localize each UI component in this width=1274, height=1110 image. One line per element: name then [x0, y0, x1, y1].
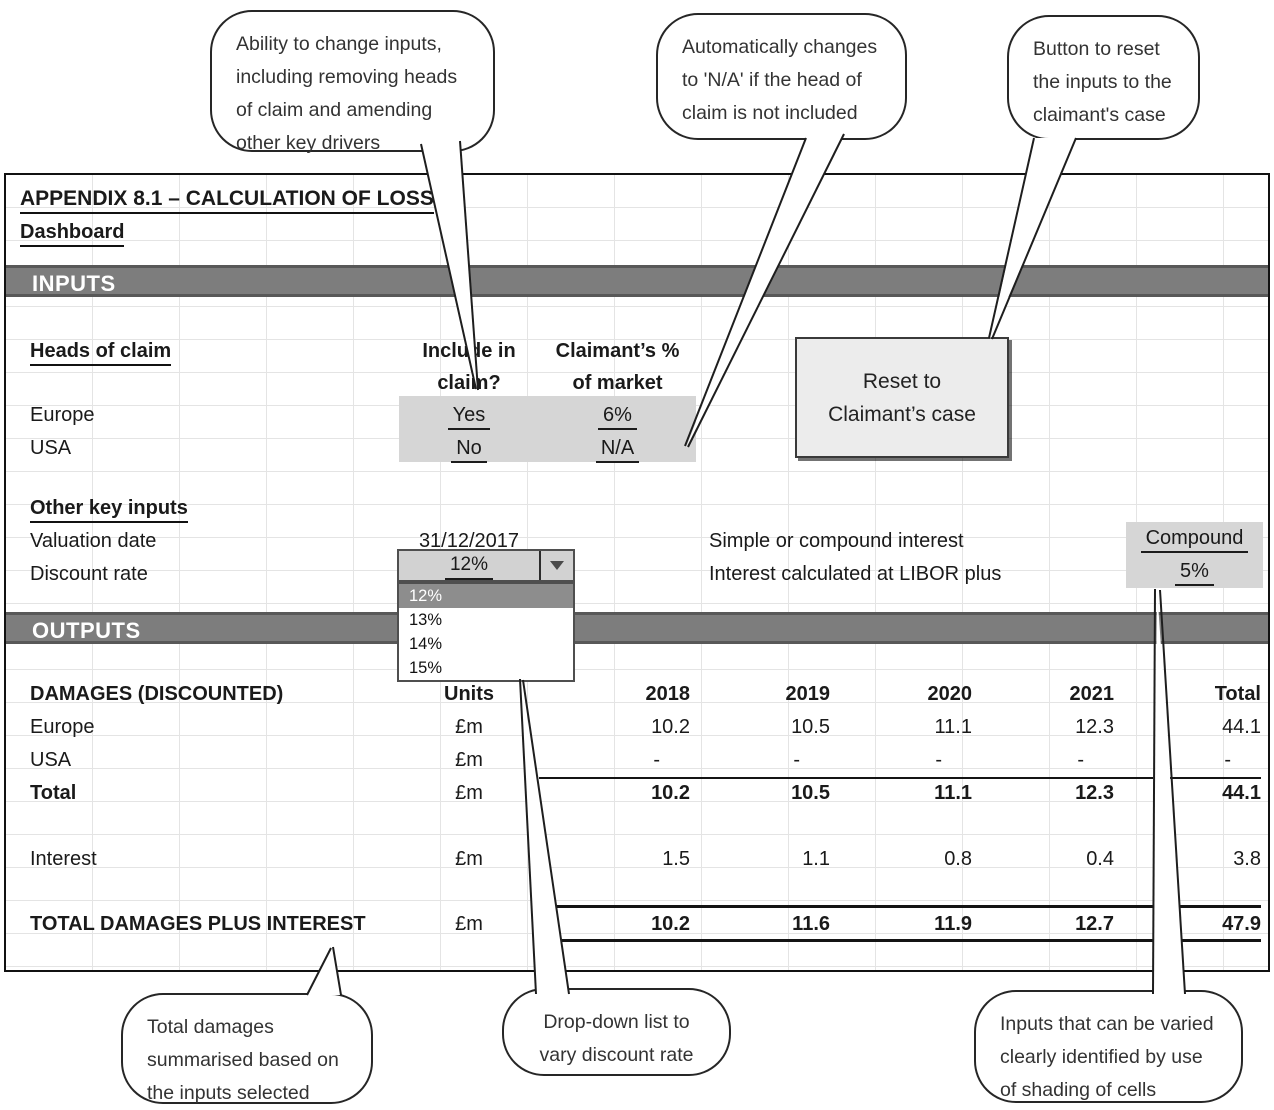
discount-rate-label: Discount rate — [30, 563, 148, 585]
dropdown-option[interactable]: 14% — [409, 635, 443, 653]
discount-rate-dropdown[interactable]: 12% — [397, 549, 575, 582]
spreadsheet-dashboard: APPENDIX 8.1 – CALCULATION OF LOSS Dashb… — [4, 173, 1270, 972]
callout-shading: Inputs that can be varied clearly identi… — [974, 990, 1243, 1103]
damages-table-title: DAMAGES (DISCOUNTED) — [30, 683, 284, 705]
grand-total-bottom-border — [1159, 939, 1261, 942]
dropdown-arrow-button[interactable] — [539, 551, 573, 580]
total-row-top-border — [539, 777, 1153, 779]
market-cell-europe[interactable]: 6% — [539, 399, 696, 432]
interest-type-label: Simple or compound interest — [709, 530, 964, 552]
year-header: 2018 — [645, 683, 691, 705]
sheet-subtitle: Dashboard — [20, 216, 125, 249]
libor-label: Interest calculated at LIBOR plus — [709, 563, 1002, 585]
year-header: 2019 — [785, 683, 831, 705]
dropdown-option[interactable]: 12% — [399, 584, 573, 608]
units-header: Units — [444, 683, 494, 705]
year-header: 2020 — [927, 683, 973, 705]
grand-total-top-border — [539, 905, 1153, 908]
interest-type-cell[interactable]: Compound — [1126, 522, 1263, 555]
total-header: Total — [1214, 683, 1261, 705]
dropdown-option[interactable]: 15% — [409, 659, 443, 677]
total-row-top-border — [1159, 777, 1261, 779]
callout-total-damages: Total damages summarised based on the in… — [121, 993, 373, 1104]
include-cell-usa[interactable]: No — [399, 432, 539, 465]
inputs-section-header: INPUTS — [6, 265, 1268, 297]
col-header-include: Include in — [422, 340, 516, 362]
discount-rate-option-list: 12% 13% 14% 15% — [397, 582, 575, 682]
sheet-title: APPENDIX 8.1 – CALCULATION OF LOSS — [20, 183, 434, 216]
valuation-date-label: Valuation date — [30, 530, 157, 552]
heads-of-claim-heading: Heads of claim — [30, 335, 172, 368]
market-cell-usa[interactable]: N/A — [539, 432, 696, 465]
include-cell-europe[interactable]: Yes — [399, 399, 539, 432]
callout-change-inputs: Ability to change inputs, including remo… — [210, 10, 495, 154]
discount-rate-value: 12% — [444, 552, 494, 580]
grand-total-top-border — [1159, 905, 1261, 908]
chevron-down-icon — [550, 561, 564, 570]
callout-dropdown: Drop-down list to vary discount rate — [502, 988, 731, 1076]
col-header-market: Claimant’s % — [555, 340, 680, 362]
outputs-section-header: OUTPUTS — [6, 612, 1268, 644]
other-key-inputs-heading: Other key inputs — [30, 492, 188, 525]
callout-auto-na: Automatically changes to 'N/A' if the he… — [656, 13, 907, 140]
row-label-usa: USA — [30, 437, 72, 459]
grand-total-bottom-border — [539, 939, 1153, 942]
libor-spread-cell[interactable]: 5% — [1126, 555, 1263, 588]
col-header-market-2: of market — [572, 372, 663, 394]
reset-to-claimants-case-button[interactable]: Reset to Claimant’s case — [795, 337, 1009, 458]
callout-reset-button: Button to reset the inputs to the claima… — [1007, 15, 1200, 140]
dropdown-option[interactable]: 13% — [409, 611, 443, 629]
row-label-europe: Europe — [30, 404, 95, 426]
year-header: 2021 — [1069, 683, 1115, 705]
